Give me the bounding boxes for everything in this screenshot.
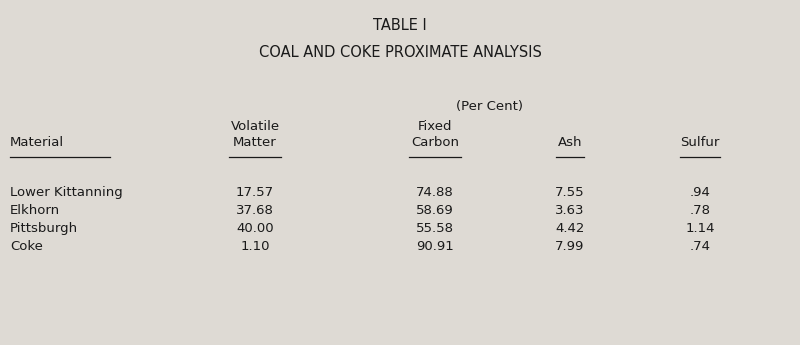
Text: 3.63: 3.63 bbox=[555, 204, 585, 217]
Text: .74: .74 bbox=[690, 240, 710, 253]
Text: Material: Material bbox=[10, 136, 64, 149]
Text: 7.55: 7.55 bbox=[555, 186, 585, 199]
Text: 40.00: 40.00 bbox=[236, 222, 274, 235]
Text: 17.57: 17.57 bbox=[236, 186, 274, 199]
Text: .94: .94 bbox=[690, 186, 710, 199]
Text: Carbon: Carbon bbox=[411, 136, 459, 149]
Text: 37.68: 37.68 bbox=[236, 204, 274, 217]
Text: Sulfur: Sulfur bbox=[680, 136, 720, 149]
Text: .78: .78 bbox=[690, 204, 710, 217]
Text: 7.99: 7.99 bbox=[555, 240, 585, 253]
Text: 1.10: 1.10 bbox=[240, 240, 270, 253]
Text: Lower Kittanning: Lower Kittanning bbox=[10, 186, 122, 199]
Text: Ash: Ash bbox=[558, 136, 582, 149]
Text: (Per Cent): (Per Cent) bbox=[457, 100, 523, 113]
Text: Pittsburgh: Pittsburgh bbox=[10, 222, 78, 235]
Text: 58.69: 58.69 bbox=[416, 204, 454, 217]
Text: Volatile: Volatile bbox=[230, 120, 279, 133]
Text: Elkhorn: Elkhorn bbox=[10, 204, 60, 217]
Text: 74.88: 74.88 bbox=[416, 186, 454, 199]
Text: 1.14: 1.14 bbox=[686, 222, 714, 235]
Text: COAL AND COKE PROXIMATE ANALYSIS: COAL AND COKE PROXIMATE ANALYSIS bbox=[258, 45, 542, 60]
Text: 55.58: 55.58 bbox=[416, 222, 454, 235]
Text: TABLE I: TABLE I bbox=[373, 18, 427, 33]
Text: 90.91: 90.91 bbox=[416, 240, 454, 253]
Text: Fixed: Fixed bbox=[418, 120, 452, 133]
Text: Matter: Matter bbox=[233, 136, 277, 149]
Text: 4.42: 4.42 bbox=[555, 222, 585, 235]
Text: Coke: Coke bbox=[10, 240, 43, 253]
